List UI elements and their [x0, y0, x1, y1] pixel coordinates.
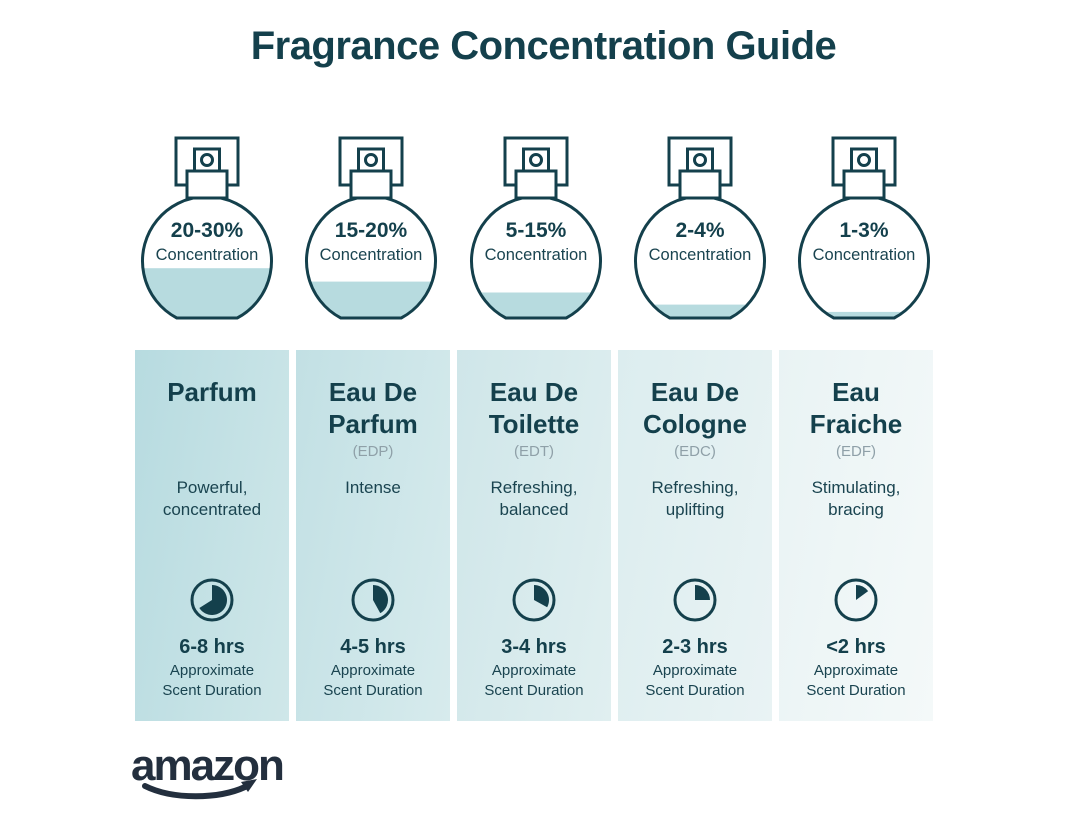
bottle-body [471, 196, 601, 318]
clock-icon [190, 578, 234, 622]
bottle-neck [185, 169, 229, 200]
bottle-percent-label: Concentration [485, 246, 588, 264]
column-description: Intense [345, 478, 401, 497]
column-title: Eau De Parfum [328, 377, 418, 439]
nozzle-circle-icon [529, 153, 543, 167]
clock-icon [512, 578, 556, 622]
column-parfum: Parfum Powerful, concentrated 6-8 hrs Ap… [135, 350, 289, 721]
column-abbreviation: (EDF) [836, 443, 876, 460]
bottle-liquid [635, 304, 765, 318]
column-title: Eau De Cologne [643, 377, 747, 439]
bottle-percent-label: Concentration [320, 246, 423, 264]
scent-duration-caption: Approximate Scent Duration [162, 662, 262, 699]
bottle-eau-de-parfum: 15-20% Concentration [305, 136, 437, 320]
page-title: Fragrance Concentration Guide [250, 24, 837, 68]
scent-duration-caption: Approximate Scent Duration [806, 662, 906, 699]
column-abbreviation: (EDC) [674, 443, 716, 460]
bottle-percent: 5-15% [506, 219, 567, 242]
column-description: Stimulating, bracing [811, 478, 901, 519]
amazon-smile-icon [142, 783, 248, 800]
column-eau-fraiche: Eau Fraiche (EDF) Stimulating, bracing <… [779, 350, 933, 721]
nozzle-circle-icon [693, 153, 707, 167]
bottle-parfum: 20-30% Concentration [141, 136, 273, 320]
nozzle-circle-icon [200, 153, 214, 167]
bottle-neck [678, 169, 722, 200]
scent-duration-hours: 6-8 hrs [179, 636, 245, 658]
column-title: Eau De Toilette [488, 377, 580, 439]
bottle-percent-label: Concentration [813, 246, 916, 264]
column-abbreviation: (EDP) [352, 443, 394, 460]
column-eau-de-parfum: Eau De Parfum (EDP) Intense 4-5 hrs Appr… [296, 350, 450, 721]
bottle-eau-fraiche: 1-3% Concentration [798, 136, 930, 320]
bottle-neck [514, 169, 558, 200]
column-description: Refreshing, balanced [490, 478, 578, 519]
scent-duration-hours: <2 hrs [826, 636, 886, 658]
column-eau-de-cologne: Eau De Cologne (EDC) Refreshing, uplifti… [618, 350, 772, 721]
bottle-eau-de-toilette: 5-15% Concentration [470, 136, 602, 320]
bottle-neck [842, 169, 886, 200]
bottle-percent: 15-20% [335, 219, 408, 242]
column-title: Eau Fraiche [809, 377, 903, 439]
clock-icon [834, 578, 878, 622]
column-description: Refreshing, uplifting [651, 478, 739, 519]
scent-duration-hours: 3-4 hrs [501, 636, 567, 658]
column-abbreviation: (EDT) [514, 443, 554, 460]
scent-duration-caption: Approximate Scent Duration [323, 662, 423, 699]
column-description: Powerful, concentrated [162, 478, 262, 519]
scent-duration-caption: Approximate Scent Duration [484, 662, 584, 699]
bottle-neck [349, 169, 393, 200]
bottle-percent: 2-4% [675, 219, 724, 242]
amazon-wordmark: amazon [131, 741, 283, 790]
column-eau-de-toilette: Eau De Toilette (EDT) Refreshing, balanc… [457, 350, 611, 721]
bottle-eau-de-cologne: 2-4% Concentration [634, 136, 766, 320]
bottle-percent-label: Concentration [156, 246, 259, 264]
amazon-logo: amazon [131, 741, 285, 800]
scent-duration-hours: 4-5 hrs [340, 636, 406, 658]
bottle-liquid [799, 311, 929, 318]
nozzle-circle-icon [364, 153, 378, 167]
bottle-body [799, 196, 929, 318]
bottle-percent: 20-30% [171, 219, 244, 242]
scent-duration-hours: 2-3 hrs [662, 636, 728, 658]
clock-icon [351, 578, 395, 622]
column-title: Parfum [167, 377, 257, 407]
amazon-smile-arrow-icon [241, 779, 257, 792]
bottle-body [635, 196, 765, 318]
bottle-percent-label: Concentration [649, 246, 752, 264]
scent-duration-caption: Approximate Scent Duration [645, 662, 745, 699]
bottle-percent: 1-3% [839, 219, 888, 242]
bottle-liquid [142, 268, 272, 318]
bottle-liquid [306, 281, 436, 318]
clock-icon [673, 578, 717, 622]
nozzle-circle-icon [857, 153, 871, 167]
